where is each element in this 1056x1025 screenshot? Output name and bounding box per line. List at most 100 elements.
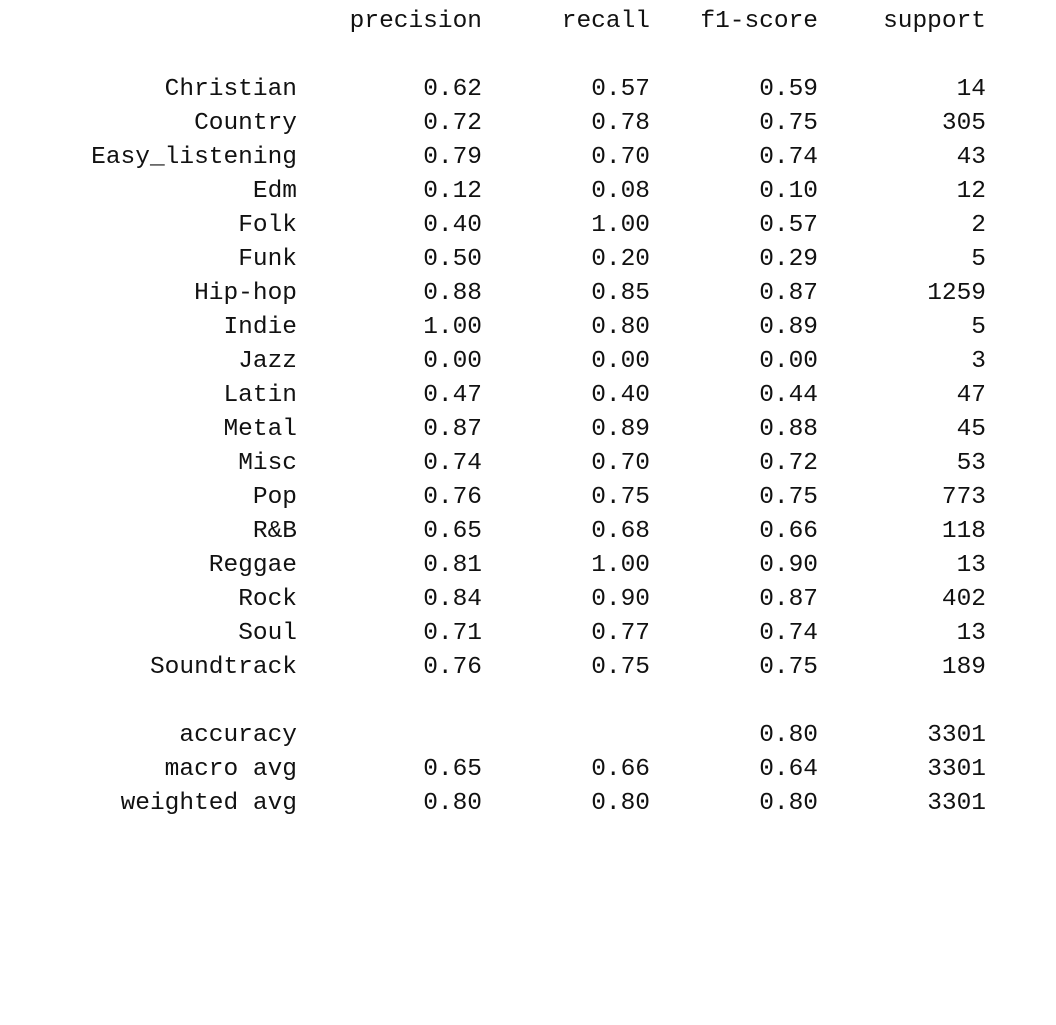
table-row: Country 0.72 0.78 0.75 305 [0,107,1056,141]
row-recall: 0.68 [591,518,650,545]
row-precision: 0.84 [423,586,482,613]
row-f1-score: 0.64 [759,756,818,783]
table-row: Metal 0.87 0.89 0.88 45 [0,413,1056,447]
row-precision: 0.71 [423,620,482,647]
row-support: 47 [956,382,986,409]
row-f1-score: 0.66 [759,518,818,545]
table-row: Pop 0.76 0.75 0.75 773 [0,481,1056,515]
row-label: Misc [238,450,297,477]
row-precision: 0.50 [423,246,482,273]
row-f1-score: 0.74 [759,620,818,647]
table-row: Indie 1.00 0.80 0.89 5 [0,311,1056,345]
header-f1-score: f1-score [700,8,818,35]
row-f1-score: 0.80 [759,722,818,749]
row-support: 3301 [927,790,986,817]
row-support: 3 [971,348,986,375]
row-recall: 0.77 [591,620,650,647]
row-label: Jazz [238,348,297,375]
table-row: Easy_listening 0.79 0.70 0.74 43 [0,141,1056,175]
row-label: Metal [223,416,297,443]
row-recall: 0.57 [591,76,650,103]
row-f1-score: 0.89 [759,314,818,341]
table-row: Soundtrack 0.76 0.75 0.75 189 [0,651,1056,685]
row-label: Christian [164,76,297,103]
row-recall: 0.66 [591,756,650,783]
row-precision: 0.40 [423,212,482,239]
row-precision: 0.88 [423,280,482,307]
row-support: 118 [941,518,986,545]
header-support: support [883,8,986,35]
row-precision: 0.12 [423,178,482,205]
row-f1-score: 0.59 [759,76,818,103]
row-recall: 0.75 [591,654,650,681]
row-precision: 0.72 [423,110,482,137]
classification-report: precision recall f1-score support Christ… [0,8,1056,817]
row-f1-score: 0.29 [759,246,818,273]
row-precision: 0.81 [423,552,482,579]
row-recall: 0.89 [591,416,650,443]
row-label: Latin [223,382,297,409]
row-recall: 0.00 [591,348,650,375]
summary-row-macro-avg: macro avg 0.65 0.66 0.64 3301 [0,753,1056,787]
table-row: Misc 0.74 0.70 0.72 53 [0,447,1056,481]
row-recall: 0.90 [591,586,650,613]
table-row: Hip-hop 0.88 0.85 0.87 1259 [0,277,1056,311]
row-label: Funk [238,246,297,273]
summary-row-accuracy: accuracy 0.80 3301 [0,719,1056,753]
row-recall: 0.70 [591,144,650,171]
row-f1-score: 0.00 [759,348,818,375]
table-row: Jazz 0.00 0.00 0.00 3 [0,345,1056,379]
row-f1-score: 0.88 [759,416,818,443]
row-precision: 0.47 [423,382,482,409]
row-label: weighted avg [120,790,297,817]
row-precision: 0.87 [423,416,482,443]
row-recall: 0.70 [591,450,650,477]
row-label: Edm [252,178,297,205]
table-row: Folk 0.40 1.00 0.57 2 [0,209,1056,243]
row-label: Folk [238,212,297,239]
row-recall: 0.20 [591,246,650,273]
row-label: Reggae [208,552,297,579]
row-support: 2 [971,212,986,239]
row-support: 5 [971,246,986,273]
row-recall: 1.00 [591,552,650,579]
row-label: Country [194,110,297,137]
row-support: 14 [956,76,986,103]
row-precision: 0.65 [423,756,482,783]
row-label: Soundtrack [149,654,297,681]
row-support: 773 [941,484,986,511]
row-label: accuracy [179,722,297,749]
row-label: R&B [252,518,297,545]
row-support: 3301 [927,756,986,783]
row-support: 53 [956,450,986,477]
row-support: 43 [956,144,986,171]
row-f1-score: 0.74 [759,144,818,171]
row-recall: 0.85 [591,280,650,307]
row-precision: 0.76 [423,654,482,681]
table-row: Reggae 0.81 1.00 0.90 13 [0,549,1056,583]
row-precision: 0.62 [423,76,482,103]
row-recall: 0.80 [591,314,650,341]
row-f1-score: 0.87 [759,586,818,613]
row-support: 45 [956,416,986,443]
row-f1-score: 0.10 [759,178,818,205]
row-label: macro avg [164,756,297,783]
row-precision: 0.74 [423,450,482,477]
row-label: Pop [252,484,297,511]
row-f1-score: 0.87 [759,280,818,307]
row-label: Rock [238,586,297,613]
row-support: 13 [956,552,986,579]
row-f1-score: 0.72 [759,450,818,477]
row-f1-score: 0.75 [759,654,818,681]
row-recall: 1.00 [591,212,650,239]
row-support: 402 [941,586,986,613]
row-f1-score: 0.75 [759,110,818,137]
row-precision: 0.80 [423,790,482,817]
row-f1-score: 0.80 [759,790,818,817]
table-row: R&B 0.65 0.68 0.66 118 [0,515,1056,549]
row-recall: 0.08 [591,178,650,205]
header-recall: recall [561,8,650,35]
row-support: 305 [941,110,986,137]
row-label: Soul [238,620,297,647]
row-f1-score: 0.75 [759,484,818,511]
